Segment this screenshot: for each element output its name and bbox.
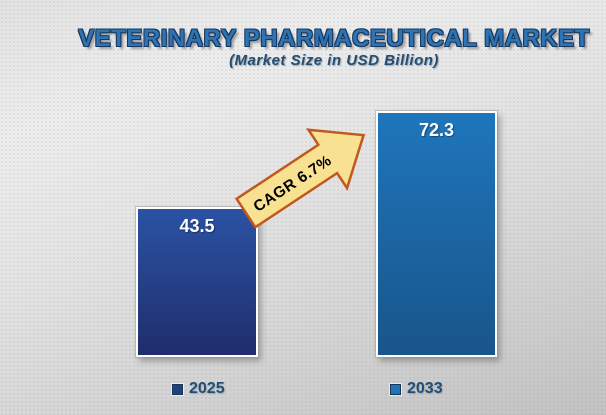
chart-title: VETERINARY PHARMACEUTICAL MARKET — [78, 25, 590, 52]
legend-marker-2033-icon — [390, 383, 401, 395]
bar-2033: 72.3 — [376, 111, 497, 357]
bar-value-2025: 43.5 — [179, 216, 215, 236]
legend-item-2033: 2033 — [390, 380, 443, 398]
legend-label-2025: 2025 — [189, 380, 225, 397]
chart-subtitle: (Market Size in USD Billion) — [229, 52, 439, 69]
bar-2025: 43.5 — [136, 207, 258, 357]
cagr-arrow-label: CAGR 6.7% — [251, 152, 335, 216]
legend-item-2025: 2025 — [172, 380, 225, 398]
legend-label-2033: 2033 — [407, 380, 443, 397]
legend-marker-2025-icon — [172, 383, 183, 395]
bar-value-2033: 72.3 — [418, 120, 455, 140]
